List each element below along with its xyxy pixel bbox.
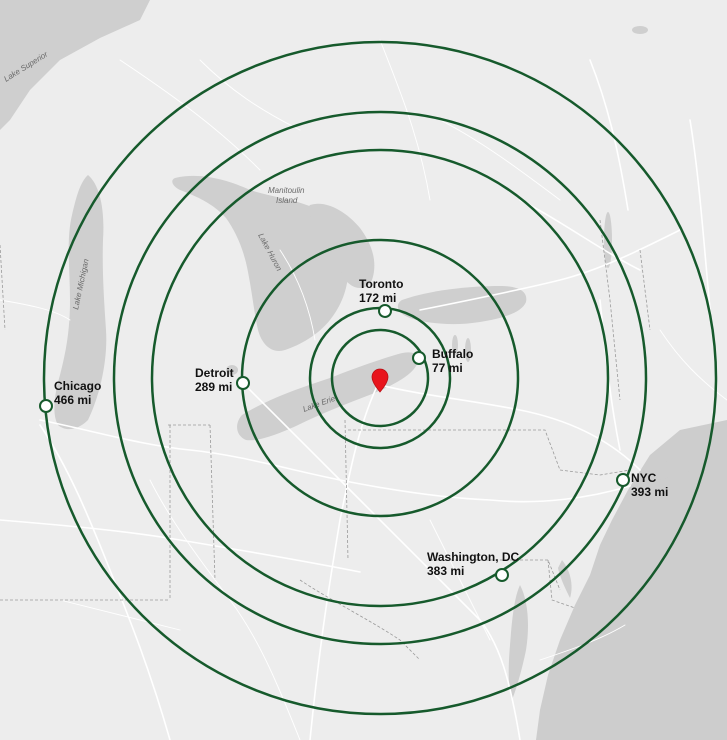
distance-ring <box>42 40 718 716</box>
distance-ring <box>112 110 648 646</box>
state-borders <box>0 219 651 661</box>
city-name-buffalo: Buffalo <box>432 347 473 361</box>
lake-st-clair <box>226 365 238 375</box>
city-name-chicago: Chicago <box>54 379 101 393</box>
finger-lake-1 <box>452 335 458 355</box>
city-name-detroit: Detroit <box>195 366 234 380</box>
distance-ring <box>150 148 610 608</box>
city-name-washington: Washington, DC <box>427 550 520 564</box>
lake-huron <box>172 175 349 351</box>
distance-rings <box>42 40 718 716</box>
manitoulin-label: Manitoulin <box>268 186 305 195</box>
chesapeake-bay <box>508 585 528 700</box>
city-distance-washington: 383 mi <box>427 564 464 578</box>
city-marker[interactable] <box>236 376 250 390</box>
map-pin-icon[interactable] <box>371 368 389 393</box>
manitoulin-label-2: Island <box>276 196 298 205</box>
city-nyc[interactable]: NYC 393 mi <box>616 471 668 499</box>
city-detroit[interactable]: Detroit 289 mi <box>195 366 250 394</box>
city-name-toronto: Toronto <box>359 277 403 291</box>
city-marker[interactable] <box>39 399 53 413</box>
city-distance-nyc: 393 mi <box>631 485 668 499</box>
city-distance-chicago: 466 mi <box>54 393 91 407</box>
lake-superior <box>0 0 150 130</box>
city-buffalo[interactable]: Buffalo 77 mi <box>412 347 473 375</box>
distance-ring <box>330 328 430 428</box>
city-marker[interactable] <box>616 473 630 487</box>
delaware-bay <box>558 560 572 598</box>
city-marker[interactable] <box>495 568 509 582</box>
city-distance-toronto: 172 mi <box>359 291 396 305</box>
city-toronto[interactable]: Toronto 172 mi <box>359 277 403 318</box>
atlantic-ocean <box>536 420 727 740</box>
road-network <box>0 39 727 740</box>
city-distance-detroit: 289 mi <box>195 380 232 394</box>
city-chicago[interactable]: Chicago 466 mi <box>39 379 101 413</box>
city-marker[interactable] <box>378 304 392 318</box>
northern-lake <box>632 26 648 34</box>
finger-lake-2 <box>465 338 471 362</box>
city-marker[interactable] <box>412 351 426 365</box>
lake-michigan <box>54 175 107 430</box>
city-name-nyc: NYC <box>631 471 657 485</box>
city-distance-buffalo: 77 mi <box>432 361 463 375</box>
city-washington[interactable]: Washington, DC 383 mi <box>427 550 520 582</box>
